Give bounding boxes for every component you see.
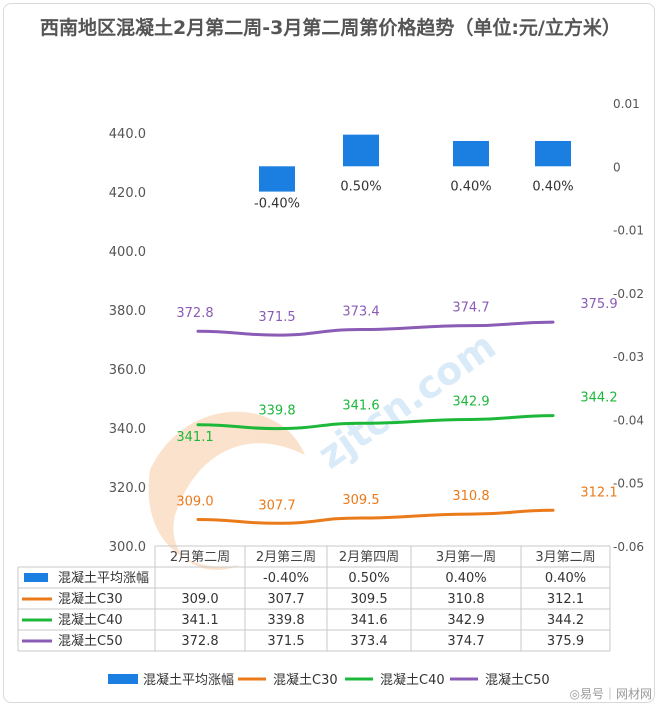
table-cell: 312.1: [547, 592, 584, 607]
line-data-label: 344.2: [580, 391, 617, 406]
table-row-name: 混凝土C40: [58, 612, 123, 628]
bar-data-label: 0.50%: [340, 179, 381, 194]
line-data-label: 374.7: [452, 301, 489, 316]
table-cell: 375.9: [547, 634, 584, 649]
legend-item-label[interactable]: 混凝土C40: [380, 672, 445, 688]
table-cell: 309.0: [181, 592, 218, 607]
series-line-混凝土C50: [196, 320, 555, 337]
table-cell: -0.40%: [263, 571, 309, 586]
right-tick-label: -0.04: [613, 413, 644, 427]
x-category-label: 3月第二周: [535, 550, 595, 565]
x-category-label: 2月第四周: [339, 550, 399, 565]
bars: [259, 134, 571, 192]
line-data-label: 310.8: [452, 489, 489, 504]
table-cell: 341.1: [181, 613, 218, 628]
table-cell: 344.2: [547, 613, 584, 628]
right-tick-label: -0.06: [613, 540, 644, 554]
table-cell: 372.8: [181, 634, 218, 649]
left-tick-label: 440.0: [109, 127, 146, 142]
x-category-label: 2月第二周: [170, 550, 230, 565]
right-tick-label: 0: [613, 160, 621, 174]
table-cell: 307.7: [267, 592, 304, 607]
legend-key-bar: [108, 674, 138, 684]
legend-item-label[interactable]: 混凝土C30: [273, 672, 338, 688]
table-cell: 373.4: [350, 634, 387, 649]
line-data-label: 312.1: [580, 485, 617, 500]
line-data-label: 371.5: [258, 310, 295, 325]
table-cell: 0.40%: [545, 571, 586, 586]
legend-item-label[interactable]: 混凝土C50: [485, 672, 550, 688]
series-line-混凝土C30: [196, 508, 555, 525]
table-cell: 0.40%: [445, 571, 486, 586]
table-cell: 309.5: [350, 592, 387, 607]
line-data-label: 309.0: [176, 494, 213, 509]
lines: [196, 320, 555, 525]
left-tick-label: 420.0: [109, 186, 146, 201]
watermark-swoosh: [148, 411, 305, 570]
line-data-label: 342.9: [452, 394, 489, 409]
legend-item-label[interactable]: 混凝土平均涨幅: [143, 672, 234, 688]
line-data-label: 341.6: [342, 398, 379, 413]
line-data-label: 339.8: [258, 404, 295, 419]
legend[interactable]: 混凝土平均涨幅 混凝土C30 混凝土C40 混凝土C50: [108, 672, 550, 688]
bar-avg-change: [535, 140, 571, 167]
watermark: zjtcn.com: [148, 323, 504, 570]
left-axis: 440.0 420.0 400.0 380.0 360.0 340.0 320.0 300.0: [109, 127, 146, 555]
line-data-label: 372.8: [176, 306, 213, 321]
bar-avg-change: [259, 166, 295, 192]
series-line-混凝土C40: [196, 414, 555, 431]
right-axis: 0.01 0 -0.01 -0.02 -0.03 -0.04 -0.05 -0.06: [613, 97, 644, 554]
data-labels: -0.40% 0.50% 0.40% 0.40% 309.0 307.7 309.5 310.…: [176, 179, 617, 513]
left-tick-label: 380.0: [109, 304, 146, 319]
left-tick-label: 320.0: [109, 481, 146, 496]
line-data-label: 375.9: [580, 297, 617, 312]
bar-avg-change: [453, 140, 489, 167]
x-category-label: 3月第一周: [436, 550, 496, 565]
table-row-name: 混凝土C50: [58, 633, 123, 649]
right-tick-label: -0.05: [613, 477, 644, 491]
line-data-label: 373.4: [342, 304, 379, 319]
bar-data-label: -0.40%: [254, 197, 300, 212]
right-tick-label: -0.03: [613, 350, 644, 364]
right-tick-label: -0.01: [613, 224, 644, 238]
bar-avg-change: [343, 134, 379, 167]
table-cell: 339.8: [267, 613, 304, 628]
chart-title: 西南地区混凝土2月第二周-3月第二周第价格趋势（单位:元/立方米）: [40, 17, 621, 39]
table-row-name: 混凝土平均涨幅: [58, 570, 149, 586]
left-tick-label: 340.0: [109, 422, 146, 437]
table-cell: 342.9: [447, 613, 484, 628]
line-data-label: 341.1: [176, 430, 213, 445]
line-data-label: 309.5: [342, 493, 379, 508]
right-tick-label: 0.01: [613, 97, 640, 111]
left-tick-label: 300.0: [109, 540, 146, 555]
table-cell: 341.6: [350, 613, 387, 628]
table-key-bar: [24, 573, 48, 582]
x-category-label: 2月第三周: [256, 550, 316, 565]
table-cell: 371.5: [267, 634, 304, 649]
table-cell: 374.7: [447, 634, 484, 649]
chart-frame: [3, 3, 655, 703]
bar-data-label: 0.40%: [450, 179, 491, 194]
left-tick-label: 400.0: [109, 245, 146, 260]
table-cell: 310.8: [447, 592, 484, 607]
bar-data-label: 0.40%: [532, 179, 573, 194]
footer-source: ◎易号｜网材网: [569, 687, 652, 701]
left-tick-label: 360.0: [109, 363, 146, 378]
table-cell: 0.50%: [348, 571, 389, 586]
table-row-name: 混凝土C30: [58, 591, 123, 607]
line-data-label: 307.7: [258, 498, 295, 513]
right-tick-label: -0.02: [613, 287, 644, 301]
